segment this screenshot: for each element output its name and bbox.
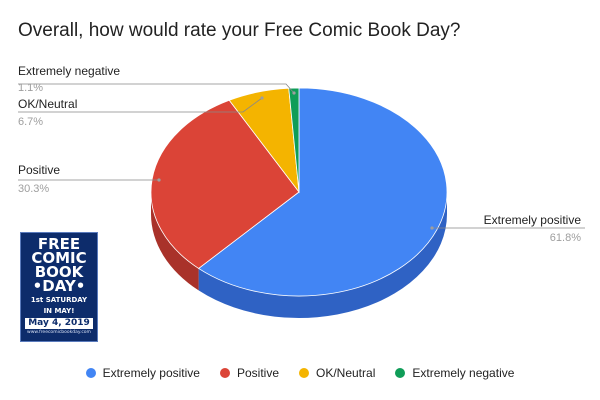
callout-dot-extremely-negative: [292, 91, 296, 95]
legend-item-extremely-negative[interactable]: Extremely negative: [395, 366, 514, 380]
chart-legend: Extremely positive Positive OK/Neutral Extr…: [0, 366, 600, 380]
logo-text-free: FREE: [37, 235, 81, 253]
legend-item-ok-neutral[interactable]: OK/Neutral: [299, 366, 375, 380]
pie-slices: [150, 87, 448, 297]
legend-label-positive: Positive: [236, 366, 279, 380]
callout-label-extremely-positive: Extremely positive: [484, 213, 582, 227]
callout-percent-positive: 30.3%: [18, 183, 49, 195]
pie-slice-extremely-positive[interactable]: [197, 87, 448, 297]
logo-text-comic: COMIC: [31, 249, 87, 267]
legend-label-extremely-positive: Extremely positive: [102, 366, 200, 380]
pie-depth: [151, 192, 447, 318]
callout-percent-extremely-negative: 1.1%: [18, 82, 43, 94]
chart-title: Overall, how would rate your Free Comic …: [18, 20, 461, 41]
logo-url: www.freecomicbookday.com: [27, 330, 91, 335]
pie-slice-extremely-negative[interactable]: [288, 87, 300, 193]
logo-tagline-1: 1st SATURDAY: [30, 296, 88, 304]
callout-line-extremely-negative: [18, 83, 295, 94]
callout-dot-positive: [157, 178, 161, 182]
callout-dot-ok-neutral: [260, 96, 264, 100]
logo-text-book: BOOK: [34, 263, 84, 281]
callout-percent-extremely-positive: 61.8%: [550, 232, 581, 244]
legend-swatch-extremely-negative: [395, 368, 406, 378]
pie-side-positive: [151, 192, 199, 291]
callout-line-ok-neutral: [18, 97, 263, 113]
callout-label-ok-neutral: OK/Neutral: [18, 97, 77, 111]
legend-label-extremely-negative: Extremely negative: [412, 366, 515, 380]
callout-dot-extremely-positive: [430, 226, 434, 230]
logo-text-day: •DAY•: [32, 277, 86, 295]
legend-item-extremely-positive[interactable]: Extremely positive: [85, 366, 200, 380]
legend-item-positive[interactable]: Positive: [219, 366, 279, 380]
legend-swatch-extremely-positive: [85, 368, 96, 378]
callout-label-extremely-negative: Extremely negative: [18, 64, 120, 78]
callout-label-positive: Positive: [18, 163, 60, 177]
logo-date: May 4, 2019: [25, 318, 93, 329]
pie-callouts: Extremely positive 61.8% Positive 30.3% OK/N…: [18, 64, 585, 244]
legend-swatch-ok-neutral: [299, 368, 309, 378]
pie-slice-positive[interactable]: [150, 99, 300, 269]
callout-percent-ok-neutral: 6.7%: [18, 116, 43, 128]
legend-label-ok-neutral: OK/Neutral: [316, 366, 376, 380]
legend-swatch-positive: [219, 368, 230, 378]
free-comic-book-day-logo: FREE COMIC BOOK •DAY• 1st SATURDAY IN MA…: [20, 232, 98, 342]
pie-side-extremely-positive: [198, 192, 447, 318]
logo-tagline-2: IN MAY!: [43, 307, 75, 315]
